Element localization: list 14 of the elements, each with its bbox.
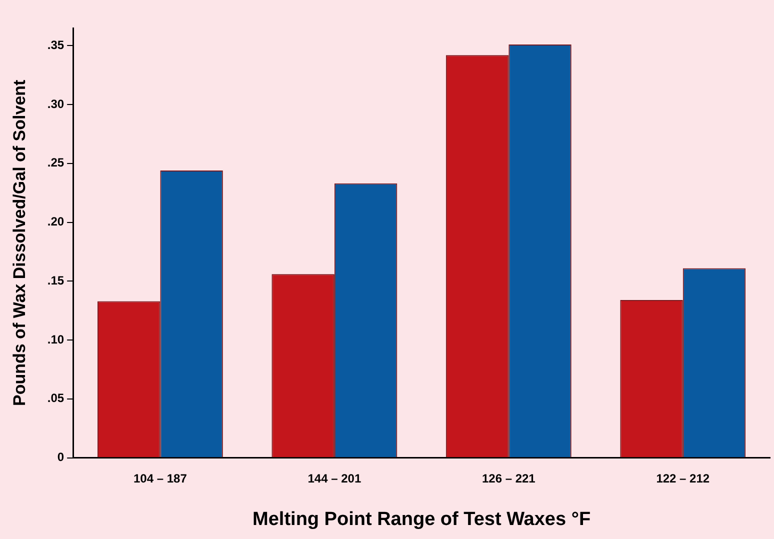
y-tick-label: .10 [47, 332, 64, 346]
y-tick-label: .05 [47, 391, 64, 406]
y-tick-label: .25 [47, 156, 64, 170]
x-tick-label: 104 – 187 [134, 471, 188, 486]
y-axis-title: Pounds of Wax Dissolved/Gal of Solvent [10, 79, 29, 406]
y-tick-label: .20 [47, 214, 64, 229]
x-axis-title: Melting Point Range of Test Waxes °F [252, 508, 591, 530]
y-tick-label: .15 [47, 273, 64, 288]
x-tick-label: 122 – 212 [656, 471, 710, 486]
x-tick-label: 144 – 201 [308, 471, 362, 486]
y-tick-label: .35 [47, 38, 64, 52]
x-tick-label: 126 – 221 [482, 471, 536, 486]
y-tick-label: .30 [47, 96, 64, 111]
y-tick-label: 0 [57, 450, 64, 464]
